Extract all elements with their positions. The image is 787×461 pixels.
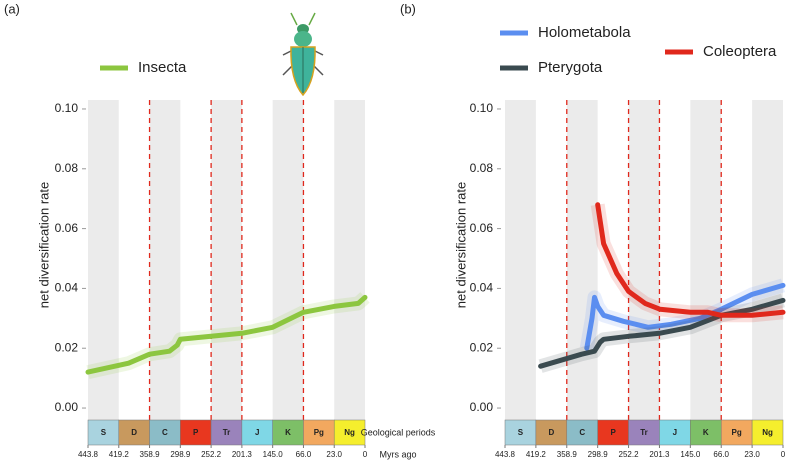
- period-box: [333, 419, 366, 446]
- y-tick-label: 0.06: [470, 221, 494, 235]
- series-line: [584, 282, 786, 351]
- x-tick-label: 23.0: [326, 450, 342, 459]
- panel-label: (b): [400, 1, 416, 16]
- period-label: J: [255, 428, 259, 437]
- legend-label: Insecta: [138, 59, 187, 76]
- period-label: S: [101, 428, 107, 437]
- x-tick-label: 201.3: [232, 450, 253, 459]
- period-label: Pg: [732, 428, 742, 437]
- period-label: C: [579, 428, 585, 437]
- legend-label: Coleoptera: [703, 43, 777, 60]
- series-line: [595, 202, 786, 318]
- legend-label: Pterygota: [538, 59, 603, 76]
- time-axis-label: Myrs ago: [379, 449, 416, 459]
- x-tick-label: 145.0: [680, 450, 701, 459]
- x-tick-label: 145.0: [263, 450, 284, 459]
- period-box: [720, 419, 753, 446]
- period-band: [334, 100, 365, 420]
- x-tick-label: 443.8: [78, 450, 99, 459]
- period-axis-label: Geological periods: [361, 427, 436, 437]
- period-label: Ng: [344, 428, 355, 437]
- period-label: S: [518, 428, 524, 437]
- x-tick-label: 201.3: [649, 450, 670, 459]
- x-tick-label: 0: [781, 450, 786, 459]
- x-tick-label: 298.9: [588, 450, 609, 459]
- period-box: [535, 419, 568, 446]
- x-tick-label: 66.0: [713, 450, 729, 459]
- period-box: [210, 419, 243, 446]
- x-tick-label: 66.0: [296, 450, 312, 459]
- period-band: [149, 100, 181, 420]
- period-box: [628, 419, 660, 446]
- x-tick-label: 252.2: [619, 450, 640, 459]
- y-tick-label: 0.04: [55, 281, 79, 295]
- y-tick-label: 0.08: [55, 161, 79, 175]
- period-band: [690, 100, 722, 420]
- period-label: D: [131, 428, 137, 437]
- period-band: [211, 100, 242, 420]
- x-tick-label: 252.2: [201, 450, 222, 459]
- period-box: [690, 419, 722, 446]
- period-label: K: [703, 428, 709, 437]
- period-label: D: [548, 428, 554, 437]
- y-tick-label: 0.10: [55, 101, 79, 115]
- x-tick-label: 419.2: [526, 450, 547, 459]
- y-axis-label: net diversification rate: [36, 182, 51, 308]
- x-tick-label: 23.0: [744, 450, 760, 459]
- period-label: K: [285, 428, 291, 437]
- period-band: [628, 100, 660, 420]
- period-label: J: [673, 428, 677, 437]
- y-tick-label: 0.10: [470, 101, 494, 115]
- period-band: [272, 100, 304, 420]
- period-label: C: [162, 428, 168, 437]
- period-box: [566, 419, 598, 446]
- x-tick-label: 0: [363, 450, 368, 459]
- y-tick-label: 0.02: [470, 340, 494, 354]
- y-tick-label: 0.04: [470, 281, 494, 295]
- panel-label: (a): [4, 1, 20, 16]
- y-tick-label: 0.00: [55, 400, 79, 414]
- period-label: Tr: [640, 428, 648, 437]
- y-axis-label: net diversification rate: [453, 182, 468, 308]
- x-tick-label: 443.8: [495, 450, 516, 459]
- y-tick-label: 0.06: [55, 221, 79, 235]
- period-box: [504, 419, 537, 446]
- y-tick-label: 0.00: [470, 400, 494, 414]
- x-tick-label: 298.9: [170, 450, 191, 459]
- period-box: [118, 419, 150, 446]
- period-box: [751, 419, 784, 446]
- period-box: [149, 419, 181, 446]
- y-tick-label: 0.02: [55, 340, 79, 354]
- period-box: [241, 419, 273, 446]
- legend-label: Holometabola: [538, 24, 631, 41]
- period-band: [566, 100, 598, 420]
- period-box: [303, 419, 335, 446]
- period-box: [272, 419, 304, 446]
- x-tick-label: 419.2: [109, 450, 130, 459]
- period-label: P: [193, 428, 199, 437]
- x-tick-label: 358.9: [557, 450, 578, 459]
- x-tick-label: 358.9: [140, 450, 161, 459]
- period-label: Ng: [762, 428, 773, 437]
- beetle-icon: [282, 12, 324, 97]
- y-tick-label: 0.08: [470, 161, 494, 175]
- period-band: [752, 100, 783, 420]
- period-label: Tr: [223, 428, 231, 437]
- series-line: [85, 294, 368, 375]
- period-box: [180, 419, 212, 446]
- period-box: [659, 419, 691, 446]
- period-label: Pg: [314, 428, 324, 437]
- period-band: [505, 100, 536, 420]
- period-label: P: [610, 428, 616, 437]
